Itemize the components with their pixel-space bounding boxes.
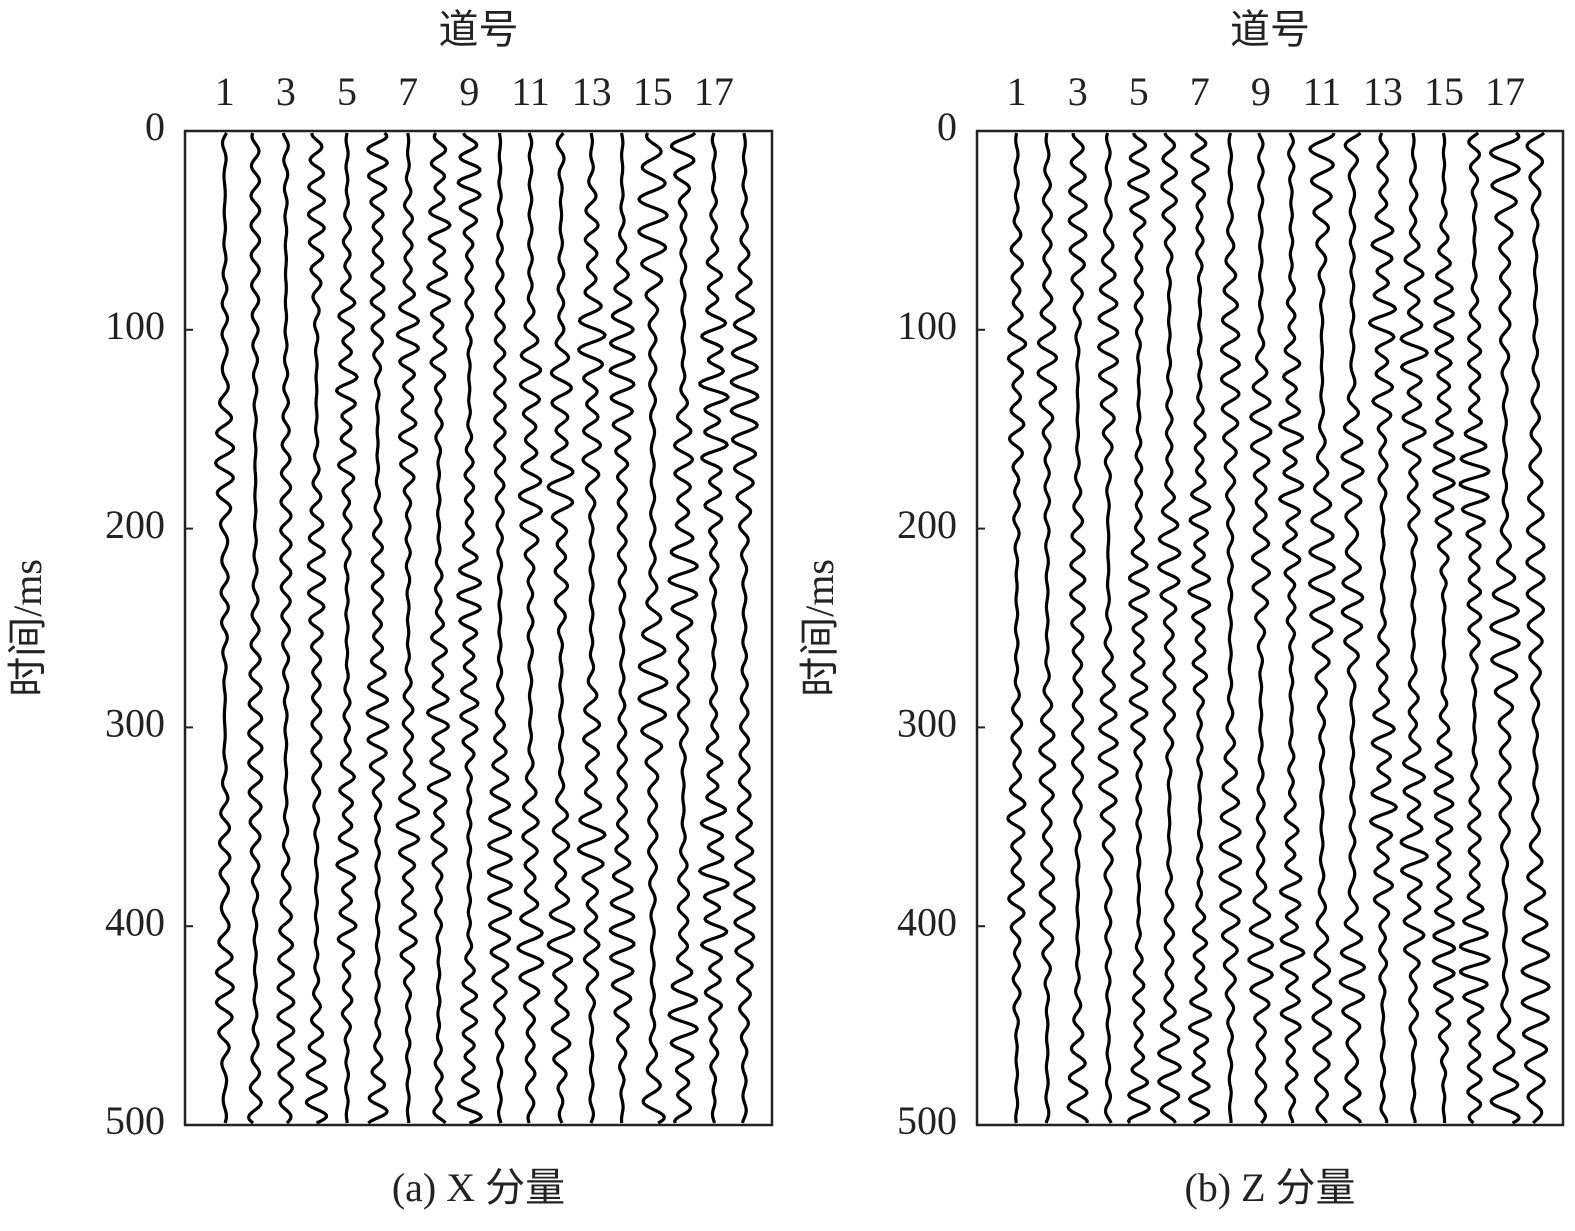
y-tick-label: 100 xyxy=(897,303,957,348)
seismic-trace xyxy=(1520,131,1551,1125)
seismic-trace xyxy=(1338,131,1367,1124)
x-axis-label: 道号 xyxy=(1230,7,1310,52)
x-tick-label: 17 xyxy=(694,69,734,114)
x-tick-label: 7 xyxy=(398,69,418,114)
seismic-trace xyxy=(1157,132,1182,1124)
x-tick-label: 9 xyxy=(1251,69,1271,114)
x-tick-label: 3 xyxy=(1068,69,1088,114)
seismic-trace xyxy=(729,132,760,1124)
seismic-trace xyxy=(608,132,636,1124)
x-tick-label: 5 xyxy=(337,69,357,114)
x-tick-label: 13 xyxy=(572,69,612,114)
seismic-trace xyxy=(667,131,699,1124)
seismic-trace xyxy=(576,132,607,1124)
seismic-trace xyxy=(395,132,421,1124)
y-tick-label: 0 xyxy=(145,104,165,149)
x-tick-label: 7 xyxy=(1190,69,1210,114)
seismic-trace xyxy=(247,132,264,1125)
y-tick-label: 200 xyxy=(105,502,165,547)
seismic-trace xyxy=(1458,131,1491,1125)
seismic-trace xyxy=(1097,132,1120,1124)
seismic-trace xyxy=(1399,132,1429,1124)
traces xyxy=(1006,131,1551,1125)
seismic-trace xyxy=(304,132,328,1125)
seismic-trace xyxy=(1036,132,1058,1124)
y-tick-label: 100 xyxy=(105,303,165,348)
x-tick-label: 15 xyxy=(1424,69,1464,114)
seismic-trace xyxy=(1006,132,1028,1124)
y-tick-label: 200 xyxy=(897,502,957,547)
x-tick-label: 15 xyxy=(633,69,673,114)
x-tick-label: 5 xyxy=(1129,69,1149,114)
y-tick-label: 400 xyxy=(105,899,165,944)
seismic-trace xyxy=(546,132,576,1124)
y-tick-label: 500 xyxy=(105,1098,165,1143)
seismic-trace xyxy=(516,132,545,1124)
x-tick-label: 1 xyxy=(215,69,235,114)
traces xyxy=(214,131,760,1125)
seismic-trace xyxy=(637,132,669,1125)
y-tick-label: 0 xyxy=(937,104,957,149)
caption: (b) Z 分量 xyxy=(1184,1165,1355,1210)
seismic-trace xyxy=(1488,131,1521,1125)
seismic-trace xyxy=(1187,132,1213,1125)
seismic-trace xyxy=(1367,132,1398,1124)
x-tick-label: 17 xyxy=(1485,69,1525,114)
plot-frame xyxy=(975,129,1565,1127)
seismic-trace xyxy=(214,132,236,1124)
seismic-trace xyxy=(335,132,359,1124)
x-tick-label: 3 xyxy=(276,69,296,114)
seismic-trace xyxy=(1278,132,1306,1124)
seismic-trace xyxy=(1247,132,1275,1125)
plot-frame xyxy=(183,129,774,1127)
seismic-trace xyxy=(1431,132,1457,1124)
y-axis-label: 时间/ms xyxy=(5,559,50,697)
x-tick-label: 11 xyxy=(1303,69,1342,114)
y-tick-label: 400 xyxy=(897,899,957,944)
y-tick-label: 300 xyxy=(897,701,957,746)
seismic-trace xyxy=(698,132,730,1124)
y-tick-label: 500 xyxy=(897,1098,957,1143)
seismic-trace xyxy=(456,132,483,1125)
x-tick-label: 9 xyxy=(459,69,479,114)
seismic-trace xyxy=(1307,132,1336,1124)
seismic-trace xyxy=(1127,132,1151,1124)
x-axis-label: 道号 xyxy=(439,7,519,52)
caption: (a) X 分量 xyxy=(392,1165,565,1210)
seismic-trace xyxy=(1218,132,1243,1123)
seismic-trace xyxy=(425,132,452,1125)
seismic-trace xyxy=(1066,132,1089,1124)
x-tick-label: 13 xyxy=(1363,69,1403,114)
y-tick-label: 300 xyxy=(105,701,165,746)
x-tick-label: 11 xyxy=(511,69,550,114)
x-tick-label: 1 xyxy=(1007,69,1027,114)
y-axis-label: 时间/ms xyxy=(797,559,842,697)
seismic-trace xyxy=(276,132,296,1125)
seismic-trace xyxy=(487,132,513,1124)
seismic-trace xyxy=(365,131,390,1125)
